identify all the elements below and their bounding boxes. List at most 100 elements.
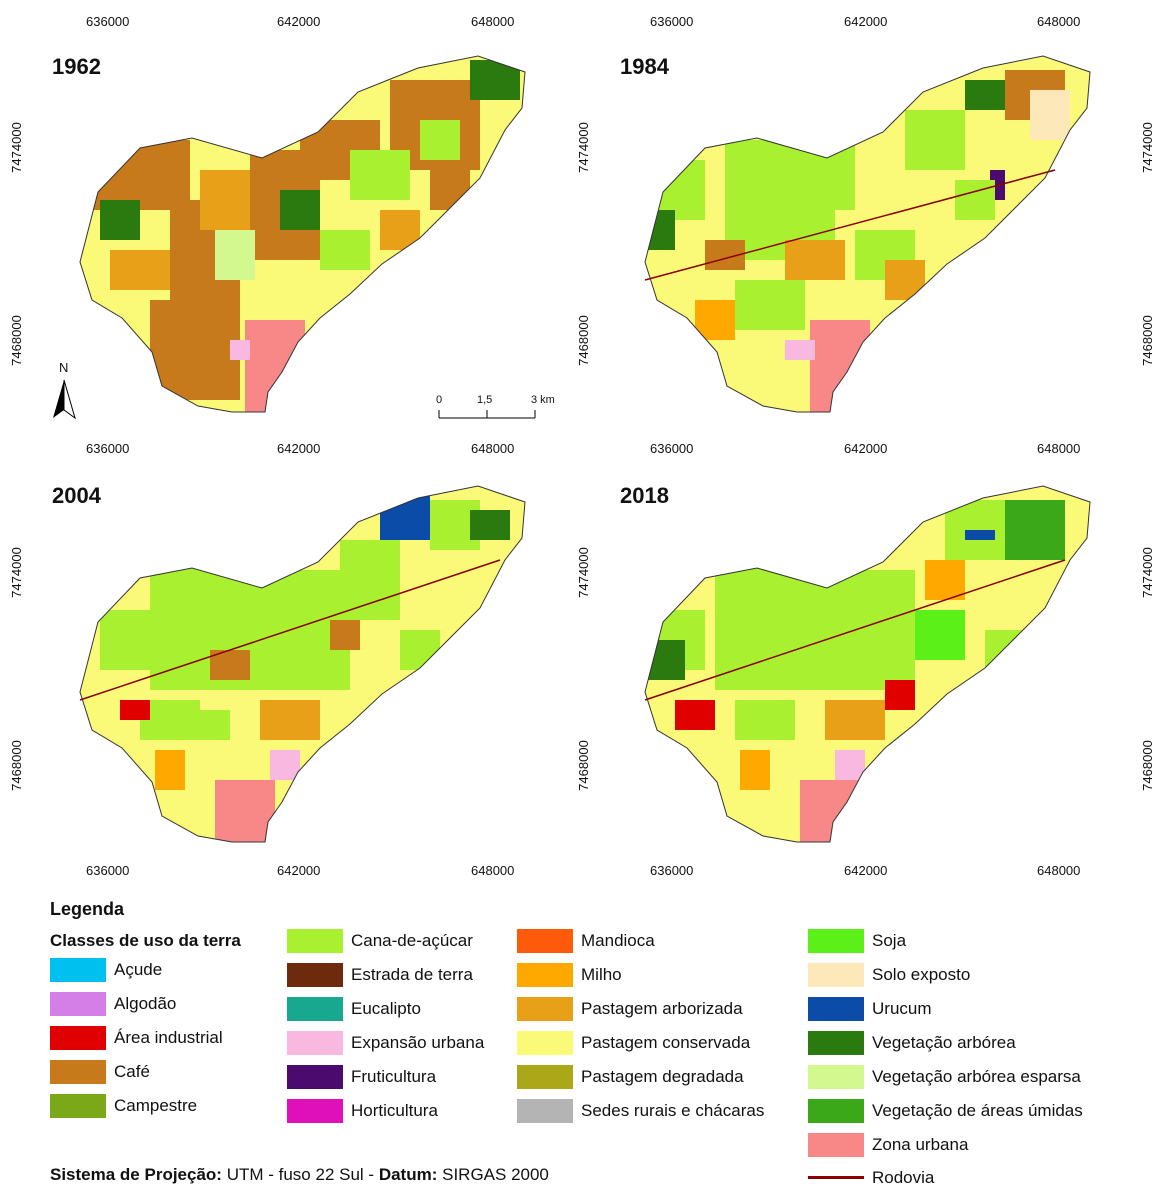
panel-year-1962: 1962	[52, 54, 101, 79]
scale-label-mid: 1,5	[477, 394, 493, 406]
legend-item: Urucum	[808, 997, 932, 1021]
legend-swatch	[808, 1031, 864, 1055]
legend-swatch	[287, 997, 343, 1021]
bottom-tick-636000: 636000	[86, 863, 130, 878]
legend-swatch	[808, 1065, 864, 1089]
legend-item: Área industrial	[50, 1026, 223, 1050]
legend-swatch	[517, 1065, 573, 1089]
north-arrow-icon: N	[50, 360, 80, 422]
land-use-map-2018	[644, 485, 1091, 843]
legend-swatch	[517, 929, 573, 953]
bottom-tick-636000: 636000	[650, 441, 694, 456]
legend-label: Área industrial	[114, 1028, 223, 1047]
map-panel-2018: 7474000 7468000 7474000 7468000 636000 6…	[576, 460, 1171, 890]
legend-item: Sedes rurais e chácaras	[517, 1099, 764, 1123]
legend-item: Algodão	[50, 992, 176, 1016]
legend-label: Mandioca	[581, 931, 655, 950]
legend-label: Estrada de terra	[351, 965, 473, 984]
legend-label: Café	[114, 1062, 150, 1081]
legend-item: Expansão urbana	[287, 1031, 484, 1055]
legend-item: Pastagem conservada	[517, 1031, 750, 1055]
bottom-tick-642000: 642000	[844, 863, 888, 878]
legend-item: Vegetação arbórea esparsa	[808, 1065, 1081, 1089]
legend-swatch	[517, 997, 573, 1021]
legend-label: Zona urbana	[872, 1135, 969, 1154]
bottom-tick-642000: 642000	[844, 441, 888, 456]
legend-label: Vegetação de áreas úmidas	[872, 1101, 1083, 1120]
legend-swatch	[808, 929, 864, 953]
bottom-tick-642000: 642000	[277, 441, 321, 456]
road-line-icon	[808, 1166, 864, 1190]
legend-swatch	[517, 963, 573, 987]
legend-item: Horticultura	[287, 1099, 438, 1123]
projection-value: UTM - fuso 22 Sul -	[226, 1165, 375, 1184]
legend-swatch	[287, 929, 343, 953]
top-tick-636000: 636000	[650, 14, 694, 29]
panel-year-2018: 2018	[620, 483, 669, 508]
legend-swatch	[50, 1060, 106, 1084]
legend-swatch	[808, 997, 864, 1021]
legend-item: Estrada de terra	[287, 963, 473, 987]
legend-swatch	[50, 958, 106, 982]
bottom-tick-636000: 636000	[650, 863, 694, 878]
legend-item: Fruticultura	[287, 1065, 436, 1089]
bottom-tick-648000: 648000	[471, 863, 515, 878]
legend-swatch	[287, 1065, 343, 1089]
legend-item: Eucalipto	[287, 997, 421, 1021]
legend-item: Mandioca	[517, 929, 655, 953]
map-panel-2004: 7474000 7468000 636000 642000 648000 200…	[0, 460, 585, 890]
land-use-map-2004	[79, 485, 526, 843]
legend-item: Vegetação arbórea	[808, 1031, 1016, 1055]
legend-swatch	[287, 1099, 343, 1123]
top-tick-642000: 642000	[844, 14, 888, 29]
bottom-tick-648000: 648000	[1037, 441, 1081, 456]
legend-label: Eucalipto	[351, 999, 421, 1018]
legend-label: Pastagem degradada	[581, 1067, 744, 1086]
top-tick-642000: 642000	[277, 14, 321, 29]
bottom-tick-648000: 648000	[471, 441, 515, 456]
scale-label-end: 3 km	[531, 394, 555, 406]
legend-label: Milho	[581, 965, 622, 984]
legend-swatch	[287, 963, 343, 987]
legend-swatch	[50, 1094, 106, 1118]
legend-item: Soja	[808, 929, 906, 953]
legend-label: Cana-de-açúcar	[351, 931, 473, 950]
legend-item: Vegetação de áreas úmidas	[808, 1099, 1083, 1123]
bottom-tick-642000: 642000	[277, 863, 321, 878]
legend-swatch	[50, 992, 106, 1016]
panel-year-2004: 2004	[52, 483, 101, 508]
scale-bar: 0 1,5 3 km	[425, 394, 565, 430]
legend-item: Cana-de-açúcar	[287, 929, 473, 953]
legend-item: Pastagem arborizada	[517, 997, 743, 1021]
legend-label: Algodão	[114, 994, 177, 1013]
bottom-tick-636000: 636000	[86, 441, 130, 456]
legend-label: Pastagem conservada	[581, 1033, 751, 1052]
legend-item: Açude	[50, 958, 162, 982]
projection-info: Sistema de Projeção: UTM - fuso 22 Sul -…	[50, 1165, 549, 1185]
datum-value: SIRGAS 2000	[442, 1165, 549, 1184]
legend-swatch	[50, 1026, 106, 1050]
legend-item: Milho	[517, 963, 622, 987]
legend-swatch	[517, 1031, 573, 1055]
legend-item: Solo exposto	[808, 963, 970, 987]
legend-item: Café	[50, 1060, 150, 1084]
legend-subtitle: Classes de uso da terra	[50, 931, 241, 950]
top-tick-636000: 636000	[86, 14, 130, 29]
legend-label: Vegetação arbórea esparsa	[872, 1067, 1081, 1086]
legend-label: Soja	[872, 931, 907, 950]
bottom-tick-648000: 648000	[1037, 863, 1081, 878]
legend-swatch	[287, 1031, 343, 1055]
projection-label: Sistema de Projeção:	[50, 1165, 222, 1184]
north-label: N	[59, 360, 69, 375]
legend-label: Fruticultura	[351, 1067, 437, 1086]
panel-year-1984: 1984	[620, 54, 669, 79]
legend-swatch	[808, 963, 864, 987]
land-use-map-1962	[79, 55, 526, 413]
scale-label-0: 0	[436, 394, 443, 406]
legend-swatch	[808, 1099, 864, 1123]
legend-label: Pastagem arborizada	[581, 999, 743, 1018]
legend-label: Expansão urbana	[351, 1033, 485, 1052]
legend-label: Sedes rurais e chácaras	[581, 1101, 765, 1120]
legend-swatch	[517, 1099, 573, 1123]
legend-item: Pastagem degradada	[517, 1065, 744, 1089]
